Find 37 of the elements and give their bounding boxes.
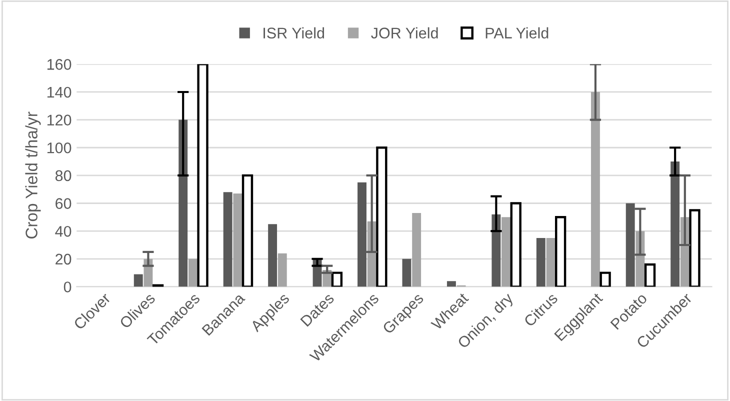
bar bbox=[331, 272, 343, 287]
bar bbox=[278, 253, 287, 287]
legend-label: ISR Yield bbox=[264, 27, 324, 38]
bar bbox=[502, 217, 510, 287]
y-axis-title: Crop Yield t/ha/yr bbox=[25, 112, 41, 239]
bar bbox=[178, 120, 188, 287]
bar bbox=[600, 272, 611, 287]
y-tick-label: 0 bbox=[64, 282, 72, 292]
y-tick-label: 80 bbox=[55, 170, 72, 182]
bar bbox=[188, 258, 198, 287]
bar bbox=[197, 64, 208, 287]
bar bbox=[402, 258, 412, 287]
legend-label: JOR Yield bbox=[371, 27, 438, 38]
bar bbox=[233, 194, 242, 287]
bar bbox=[689, 209, 700, 287]
bar bbox=[590, 92, 600, 287]
y-tick-label: 40 bbox=[55, 226, 72, 237]
bar bbox=[536, 238, 546, 287]
legend-label: PAL Yield bbox=[486, 27, 548, 38]
bar bbox=[644, 263, 656, 287]
bar bbox=[376, 146, 388, 287]
y-tick-label: 140 bbox=[47, 86, 72, 98]
bar bbox=[510, 202, 522, 287]
y-tick-label: 60 bbox=[56, 198, 72, 209]
y-tick-label: 160 bbox=[47, 59, 72, 70]
bar bbox=[546, 238, 556, 287]
bar bbox=[492, 214, 501, 287]
y-tick-label: 120 bbox=[47, 114, 72, 126]
bar bbox=[412, 212, 422, 287]
bar bbox=[446, 281, 456, 287]
y-tick-label: 100 bbox=[47, 142, 72, 154]
bar bbox=[554, 216, 566, 287]
bar bbox=[268, 224, 278, 287]
bar bbox=[242, 174, 254, 287]
y-tick-label: 20 bbox=[56, 254, 72, 265]
bar bbox=[134, 274, 143, 287]
bar bbox=[223, 192, 232, 287]
